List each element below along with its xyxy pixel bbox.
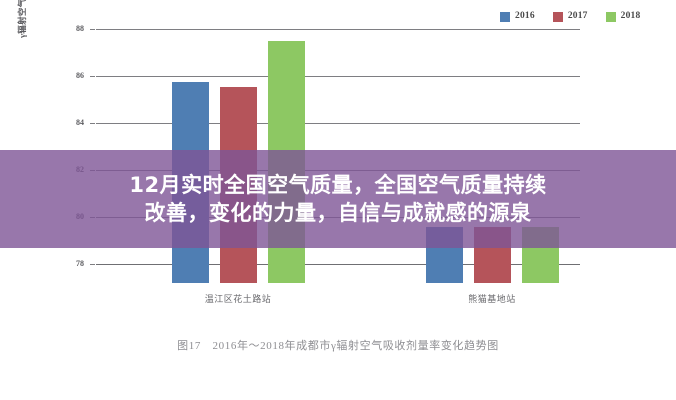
y-tick-label-88: 88 [76, 24, 84, 33]
title-overlay-band [0, 150, 676, 248]
y-tick-dash-86 [90, 76, 95, 78]
y-tick-label-84: 84 [76, 118, 84, 128]
y-tick-dash-88 [90, 29, 95, 30]
legend-label-2017: 2017 [567, 11, 588, 22]
gridline-88 [96, 29, 580, 30]
x-axis-label-1: 温江区花土路站 [204, 294, 272, 304]
legend-label-2018: 2018 [620, 11, 641, 22]
y-tick-label-86: 86 [76, 71, 84, 81]
y-tick-dash-78 [90, 264, 95, 266]
legend-swatch-2016 [500, 12, 510, 22]
legend-item-2016[interactable]: 2016 [500, 12, 535, 22]
legend-swatch-2018 [605, 12, 616, 22]
y-tick-label-78: 78 [76, 259, 84, 269]
y-axis-title: γ辐射空气吸收剂量率（nGγ/h） [16, 0, 28, 38]
gridline-86 [96, 76, 580, 78]
gridline-84 [96, 123, 580, 125]
gridline-78 [96, 264, 580, 266]
legend-label-2016: 2016 [515, 11, 535, 22]
y-tick-dash-84 [90, 123, 95, 125]
legend-item-2017[interactable]: 2017 [552, 11, 588, 22]
figure-caption: 图17 2016年～2018年成都市γ辐射空气吸收剂量率变化趋势图 [177, 340, 499, 352]
x-axis-label-2: 熊猫基地站 [468, 294, 516, 304]
legend-item-2018[interactable]: 2018 [605, 11, 641, 22]
legend-swatch-2017 [552, 12, 563, 22]
chart-legend: 2016 2017 2018 [500, 9, 640, 25]
